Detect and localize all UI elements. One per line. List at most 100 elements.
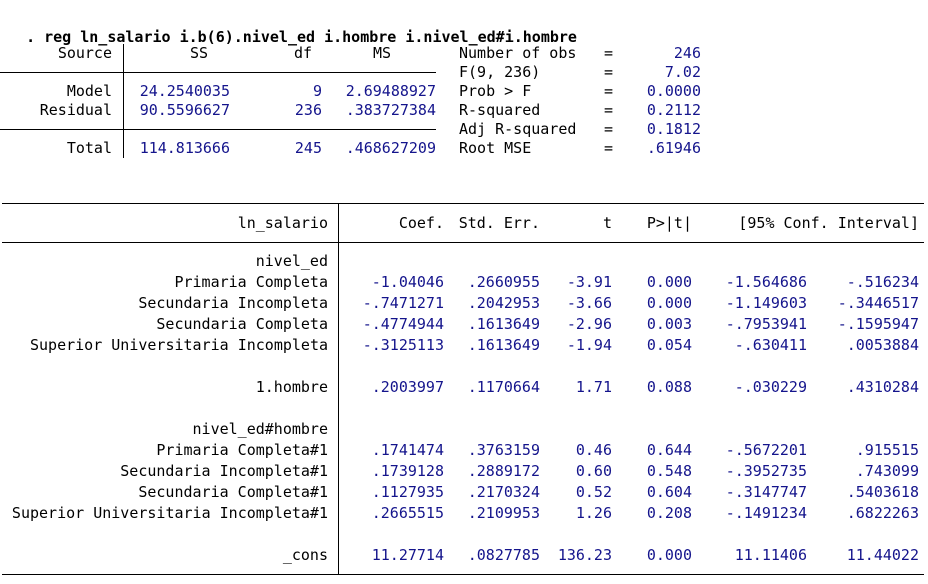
stat-value: .61946 <box>646 139 701 157</box>
anova-header-source: Source <box>57 44 112 62</box>
stat-row-f: F(9, 236) = 7.02 <box>459 63 701 82</box>
ci-high-value: .6822263 <box>846 504 919 522</box>
var-label: 1.hombre <box>255 378 328 396</box>
depvar-header: ln_salario <box>237 214 328 232</box>
p-column-header: P>|t| <box>646 214 692 232</box>
var-label: Primaria Completa <box>174 273 328 291</box>
coef-row: 1.hombre .2003997 .1170664 1.71 0.088 -.… <box>2 377 924 398</box>
coef-blank-row <box>2 356 924 377</box>
std-err-value: .2109953 <box>467 504 540 522</box>
coef-value: .2665515 <box>371 504 444 522</box>
coef-row: Secundaria Completa -.4774944 .1613649 -… <box>2 314 924 335</box>
coef-group-row: nivel_ed#hombre <box>2 419 924 440</box>
ci-high-value: 11.44022 <box>846 546 919 564</box>
ci-high-value: .5403618 <box>846 483 919 501</box>
ci-high-value: -.516234 <box>846 273 919 291</box>
anova-residual-ss: 90.5596627 <box>139 101 230 119</box>
stat-row-adj-r-squared: Adj R-squared = 0.1812 <box>459 120 701 139</box>
coef-table-body: nivel_ed Primaria Completa -1.04046 .266… <box>2 243 924 575</box>
ci-high-value: -.1595947 <box>837 315 919 333</box>
anova-total-label: Total <box>66 139 112 157</box>
coef-column-header: Coef. <box>398 214 444 232</box>
anova-header-df: df <box>293 44 312 62</box>
t-value: 0.52 <box>575 483 612 501</box>
coef-blank-row <box>2 398 924 419</box>
anova-model-ms: 2.69488927 <box>345 82 436 100</box>
anova-total-ss: 114.813666 <box>139 139 230 157</box>
var-label: Secundaria Incompleta <box>138 294 328 312</box>
coef-row: Secundaria Completa#1 .1127935 .2170324 … <box>2 482 924 503</box>
coef-row: Primaria Completa -1.04046 .2660955 -3.9… <box>2 272 924 293</box>
stat-label: Root MSE <box>459 139 532 157</box>
t-value: 136.23 <box>557 546 612 564</box>
coef-row: Superior Universitaria Incompleta#1 .266… <box>2 503 924 524</box>
coef-row-cons: _cons 11.27714 .0827785 136.23 0.000 11.… <box>2 545 924 566</box>
coef-row: Superior Universitaria Incompleta -.3125… <box>2 335 924 356</box>
ci-high-value: -.3446517 <box>837 294 919 312</box>
coef-blank-row <box>2 524 924 545</box>
command-text: . reg ln_salario i.b(6).nivel_ed i.hombr… <box>26 28 577 46</box>
coef-group-row: nivel_ed <box>2 251 924 272</box>
anova-header-row: Source SS df MS Number of obs = 246 <box>0 44 701 63</box>
std-err-value: .2889172 <box>467 462 540 480</box>
factor-group-label: nivel_ed <box>255 252 328 270</box>
coef-divider-line <box>338 204 339 575</box>
stat-row-number-of-obs: Number of obs = 246 <box>459 44 701 63</box>
std-err-value: .1170664 <box>467 378 540 396</box>
ci-low-value: -.3147747 <box>725 483 807 501</box>
equals-sign: = <box>604 63 614 81</box>
anova-row-model: Model 24.2540035 9 2.69488927 Prob > F =… <box>0 82 701 101</box>
ci-high-value: .743099 <box>855 462 919 480</box>
stat-label: Prob > F <box>459 82 532 100</box>
std-err-value: .0827785 <box>467 546 540 564</box>
anova-residual-ms: .383727384 <box>345 101 436 119</box>
var-label: Superior Universitaria Incompleta#1 <box>11 504 328 522</box>
t-value: -2.96 <box>566 315 612 333</box>
var-label: Superior Universitaria Incompleta <box>29 336 328 354</box>
anova-residual-label: Residual <box>39 101 112 119</box>
stat-value: 0.0000 <box>646 82 701 100</box>
stat-label: Adj R-squared <box>459 120 577 138</box>
var-label: _cons <box>282 546 328 564</box>
t-value: -1.94 <box>566 336 612 354</box>
stat-value: 246 <box>673 44 701 62</box>
coef-value: .1127935 <box>371 483 444 501</box>
coef-value: -.3125113 <box>362 336 444 354</box>
anova-total-ms: .468627209 <box>345 139 436 157</box>
ci-column-header: [95% Conf. Interval] <box>738 214 919 232</box>
std-err-column-header: Std. Err. <box>458 214 540 232</box>
std-err-value: .2042953 <box>467 294 540 312</box>
coef-value: .1741474 <box>371 441 444 459</box>
stat-label: Number of obs <box>459 44 577 62</box>
stat-row-r-squared: R-squared = 0.2112 <box>459 101 701 120</box>
stat-label: R-squared <box>459 101 541 119</box>
ci-low-value: 11.11406 <box>734 546 807 564</box>
stat-row-root-mse: Root MSE = .61946 <box>459 139 701 158</box>
anova-row-total: Total 114.813666 245 .468627209 Root MSE… <box>0 139 701 158</box>
t-value: -3.66 <box>566 294 612 312</box>
p-value: 0.208 <box>646 504 692 522</box>
ci-high-value: .0053884 <box>846 336 919 354</box>
stat-value: 7.02 <box>664 63 701 81</box>
equals-sign: = <box>604 120 614 138</box>
t-value: 1.71 <box>575 378 612 396</box>
coef-value: .1739128 <box>371 462 444 480</box>
coef-value: -.7471271 <box>362 294 444 312</box>
stat-label: F(9, 236) <box>459 63 541 81</box>
p-value: 0.088 <box>646 378 692 396</box>
std-err-value: .2660955 <box>467 273 540 291</box>
anova-residual-df: 236 <box>294 101 322 119</box>
ci-low-value: -1.564686 <box>725 273 807 291</box>
coef-row: Primaria Completa#1 .1741474 .3763159 0.… <box>2 440 924 461</box>
t-column-header: t <box>602 214 612 232</box>
ci-low-value: -1.149603 <box>725 294 807 312</box>
var-label: Secundaria Completa <box>156 315 328 333</box>
anova-table: Source SS df MS Number of obs = 246 F(9,… <box>0 44 701 158</box>
command-line: . reg ln_salario i.b(6).nivel_ed i.hombr… <box>8 7 577 47</box>
coef-header-row: ln_salario Coef. Std. Err. t P>|t| [95% … <box>2 204 924 243</box>
anova-header-ms: MS <box>372 44 391 62</box>
p-value: 0.548 <box>646 462 692 480</box>
t-value: 1.26 <box>575 504 612 522</box>
std-err-value: .3763159 <box>467 441 540 459</box>
